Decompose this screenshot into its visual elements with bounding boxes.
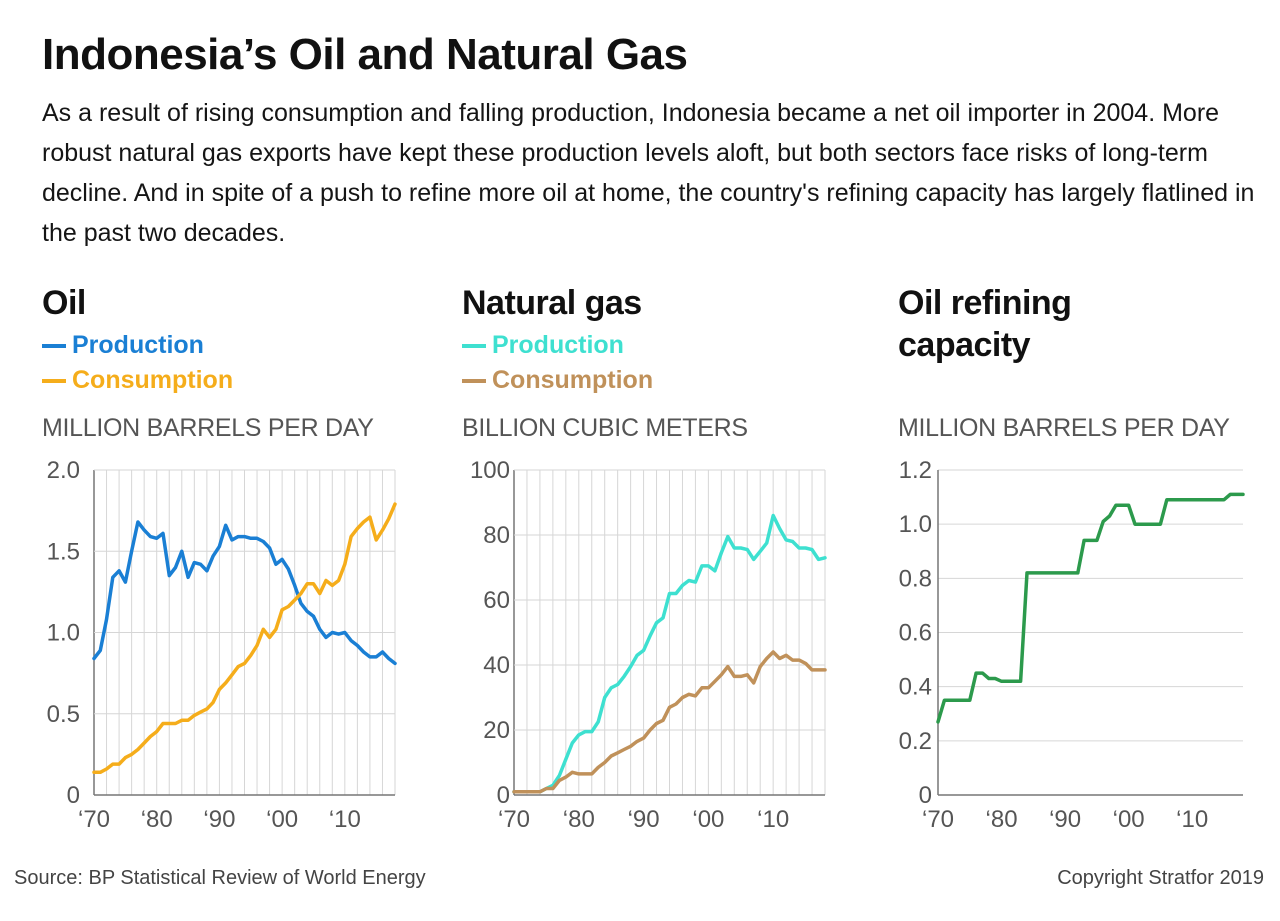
oil-legend-consumption: Consumption xyxy=(42,363,233,398)
legend-swatch xyxy=(462,378,486,383)
oil-unit-label: MILLION BARRELS PER DAY xyxy=(42,414,374,442)
refining-x-tick-label: ‘00 xyxy=(1113,806,1145,833)
oil-y-tick-label: 1.5 xyxy=(47,538,80,565)
refining-y-tick-label: 0.8 xyxy=(899,565,932,592)
legend-swatch xyxy=(42,343,66,348)
page-subtitle: As a result of rising consumption and fa… xyxy=(42,99,1255,247)
refining-series-line xyxy=(936,492,1245,724)
legend-swatch xyxy=(42,378,66,383)
refining-y-tick-label: 1.2 xyxy=(899,457,932,484)
oil-legend-production: Production xyxy=(42,328,233,363)
legend-label: Consumption xyxy=(492,366,654,394)
oil-legend: Production Consumption xyxy=(42,328,233,398)
gas-x-tick-label: ‘90 xyxy=(628,806,660,833)
copyright-note: Copyright Stratfor 2019 xyxy=(1057,867,1264,889)
gas-y-tick-label: 0 xyxy=(497,782,510,809)
gas-y-tick-label: 80 xyxy=(483,522,510,549)
gas-x-tick-label: ‘80 xyxy=(563,806,595,833)
refining-y-tick-label: 0.4 xyxy=(899,674,932,701)
refining-x-tick-label: ‘80 xyxy=(986,806,1018,833)
refining-y-tick-label: 0.2 xyxy=(899,728,932,755)
oil-chart-title: Oil xyxy=(42,284,86,322)
refining-x-tick-label: ‘70 xyxy=(922,806,954,833)
page-title: Indonesia’s Oil and Natural Gas xyxy=(42,30,688,79)
gas-unit-label: BILLION CUBIC METERS xyxy=(462,414,748,442)
oil-x-tick-label: ‘80 xyxy=(141,806,173,833)
gas-series-production xyxy=(512,513,827,794)
oil-x-tick-label: ‘70 xyxy=(78,806,110,833)
legend-label: Consumption xyxy=(72,366,234,394)
legend-label: Production xyxy=(72,331,204,359)
refining-chart-title: Oil refining capacity xyxy=(898,284,1072,364)
oil-series-production xyxy=(92,520,397,666)
legend-label: Production xyxy=(492,331,624,359)
oil-x-tick-label: ‘10 xyxy=(329,806,361,833)
gas-y-tick-label: 20 xyxy=(483,717,510,744)
refining-x-tick-label: ‘90 xyxy=(1049,806,1081,833)
oil-y-tick-label: 1.0 xyxy=(47,620,80,647)
gas-series-consumption xyxy=(512,650,827,794)
refining-y-tick-label: 0.6 xyxy=(899,620,932,647)
oil-y-tick-label: 0.5 xyxy=(47,701,80,728)
oil-y-tick-label: 0 xyxy=(67,782,80,809)
oil-x-tick-label: ‘00 xyxy=(266,806,298,833)
refining-x-tick-label: ‘10 xyxy=(1176,806,1208,833)
oil-y-tick-label: 2.0 xyxy=(47,457,80,484)
refining-y-tick-label: 0 xyxy=(919,782,932,809)
refining-y-tick-label: 1.0 xyxy=(899,511,932,538)
gas-legend-production: Production xyxy=(462,328,653,363)
gas-legend: Production Consumption xyxy=(462,328,653,398)
gas-x-tick-label: ‘70 xyxy=(498,806,530,833)
gas-y-tick-label: 100 xyxy=(470,457,510,484)
refining-unit-label: MILLION BARRELS PER DAY xyxy=(898,414,1230,442)
oil-x-tick-label: ‘90 xyxy=(203,806,235,833)
gas-y-tick-label: 40 xyxy=(483,652,510,679)
gas-x-tick-label: ‘10 xyxy=(757,806,789,833)
gas-chart-title: Natural gas xyxy=(462,284,642,322)
gas-x-tick-label: ‘00 xyxy=(692,806,724,833)
source-note: Source: BP Statistical Review of World E… xyxy=(14,867,426,889)
gas-y-tick-label: 60 xyxy=(483,587,510,614)
legend-swatch xyxy=(462,343,486,348)
gas-legend-consumption: Consumption xyxy=(462,363,653,398)
oil-series-consumption xyxy=(92,502,397,775)
